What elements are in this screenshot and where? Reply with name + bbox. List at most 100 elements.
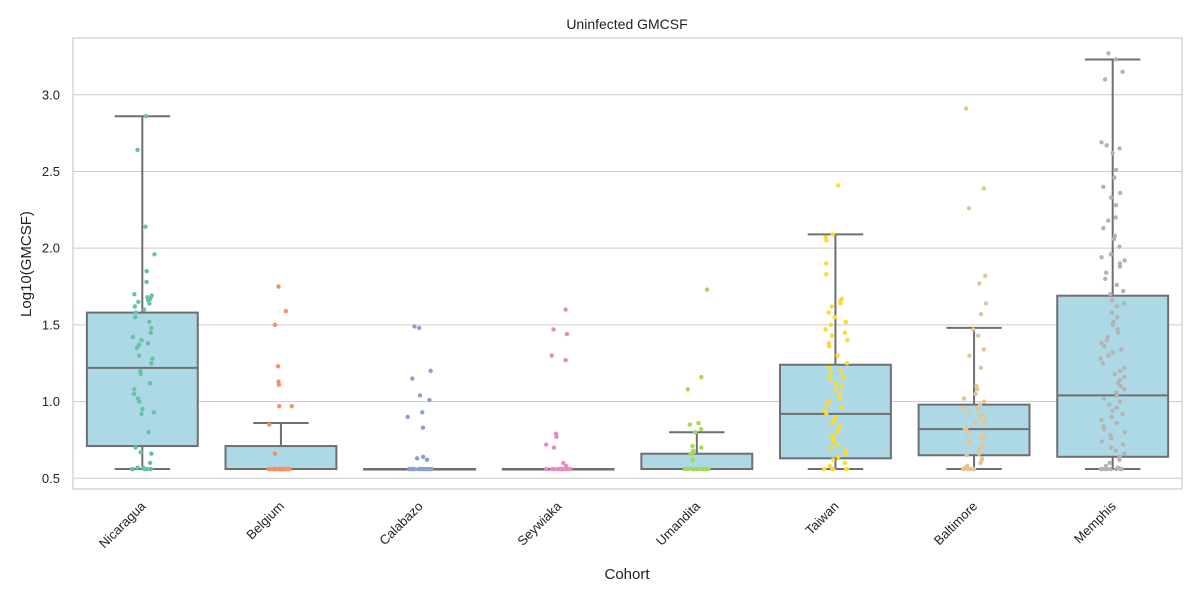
data-point [147,319,152,324]
data-point [1101,396,1106,401]
data-point [1108,445,1114,450]
data-point [977,414,982,420]
data-point [685,466,691,472]
data-point [149,451,154,456]
data-point [1113,203,1119,208]
data-point [979,436,984,441]
data-point [962,426,968,432]
data-point [1102,426,1107,432]
data-point [561,460,566,466]
data-point [271,466,277,472]
x-tick-label: Baltimore [931,499,980,548]
data-point [130,466,135,472]
data-point [1110,322,1115,328]
data-point [1113,215,1118,220]
data-point [961,466,966,472]
data-point [838,301,843,306]
data-point [568,466,573,472]
x-tick-label: Calabazo [376,499,425,548]
data-point [978,311,984,317]
data-point [961,396,967,401]
data-point [1108,466,1113,472]
data-point [144,466,150,472]
data-point [1117,368,1123,374]
chart-title: Uninfected GMCSF [566,16,687,32]
data-point [555,466,561,472]
data-point [699,374,704,380]
x-axis-label: Cohort [604,566,650,583]
data-point [1104,338,1110,343]
data-point [1117,457,1122,463]
data-point [835,353,840,358]
data-point [407,466,412,472]
data-point [139,338,144,343]
x-tick-label: Nicaragua [96,498,149,551]
data-point [821,466,827,472]
data-point [1113,57,1118,62]
data-point [132,291,137,297]
data-point [149,361,154,366]
data-point [965,430,970,435]
data-point [1110,350,1115,355]
data-point [1101,226,1106,231]
data-point [827,463,833,469]
data-point [1099,255,1104,260]
data-point [1114,304,1120,309]
data-point [967,440,972,446]
data-point [543,466,549,472]
data-point [966,410,972,415]
data-point [981,433,987,438]
data-point [827,365,832,371]
data-point [829,304,835,309]
data-point [277,403,282,409]
data-point [981,186,986,191]
data-point [837,396,843,401]
data-point [1100,361,1106,366]
data-point [1118,190,1123,196]
data-point [150,356,155,361]
data-point [417,325,422,331]
data-point [690,457,695,463]
data-point [1122,365,1127,371]
data-point [1115,314,1120,320]
data-point [147,380,153,386]
data-point [272,451,278,456]
y-tick-label: 1.5 [42,317,60,332]
data-point [842,460,848,466]
data-point [974,387,980,392]
data-point [267,422,272,427]
data-point [972,420,977,426]
box-memphis [1056,58,1170,471]
data-point [694,466,699,472]
data-point [428,368,433,374]
data-point [1106,51,1111,56]
data-point [551,327,556,332]
data-point [1099,417,1104,423]
data-point [981,347,986,352]
data-point [828,445,834,450]
data-point [829,433,834,438]
data-point [420,454,426,459]
data-point [838,368,844,374]
data-point [1107,460,1112,466]
data-point [839,405,845,410]
data-point [1112,371,1117,377]
data-point [963,106,969,111]
data-point [977,281,982,286]
data-point [1114,282,1120,288]
x-tick-label: Seywiaka [514,498,564,548]
y-tick-label: 0.5 [42,471,60,486]
data-point [140,407,145,412]
data-point [564,331,570,337]
data-point [133,445,138,450]
data-point [682,466,688,472]
x-tick-label: Belgium [243,499,287,543]
data-point [982,417,988,423]
data-point [130,334,136,340]
data-point [829,333,835,338]
data-point [696,420,701,426]
data-point [1104,143,1109,148]
data-point [1111,236,1117,242]
x-tick-label: Memphis [1071,498,1119,546]
